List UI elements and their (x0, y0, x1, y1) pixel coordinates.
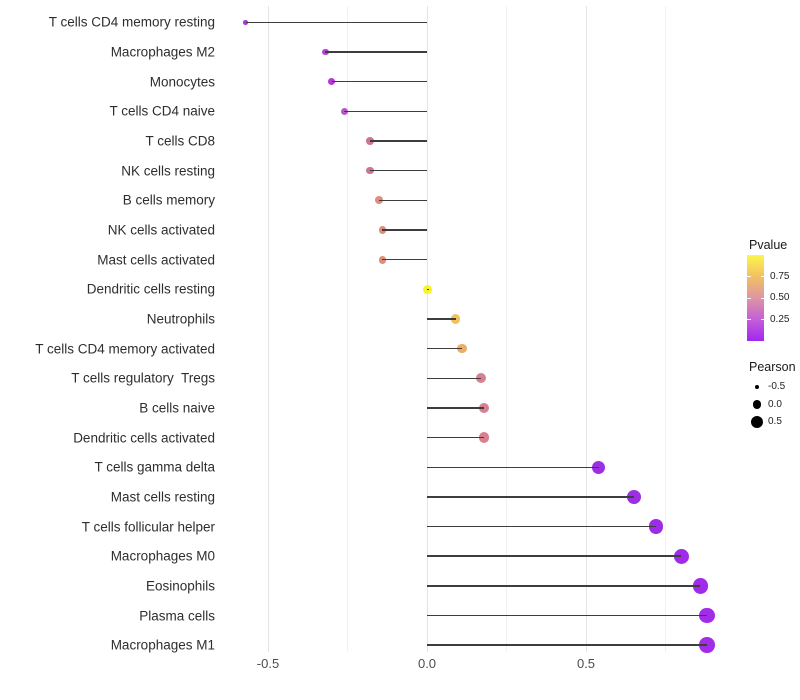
lollipop-stem (427, 614, 707, 617)
row-label: T cells CD4 naive (109, 103, 215, 119)
pearson-size-dot (750, 415, 764, 429)
major-gridline (585, 6, 587, 652)
colorbar-tick (760, 319, 764, 320)
lollipop-dot (648, 519, 664, 534)
row-label: B cells memory (122, 192, 215, 208)
row-label: T cells regulatory Tregs (71, 370, 215, 386)
lollipop-dot (378, 225, 387, 234)
lollipop-stem (427, 288, 429, 290)
colorbar-tick (747, 319, 751, 320)
lollipop-dot (698, 637, 715, 653)
row-label: T cells CD4 memory resting (48, 14, 215, 30)
row-label: Plasma cells (139, 607, 215, 623)
lollipop-stem (382, 258, 427, 261)
colorbar-tick (760, 276, 764, 277)
pearson-size-label: 0.0 (768, 398, 782, 410)
major-gridline (267, 6, 269, 652)
row-label: T cells CD8 (145, 133, 215, 149)
lollipop-dot (340, 107, 348, 115)
row-label: Macrophages M0 (110, 548, 215, 564)
minor-gridline (347, 6, 348, 652)
pearson-size-dot (752, 400, 762, 409)
lollipop-stem (427, 525, 656, 528)
lollipop-stem (369, 169, 427, 172)
lollipop-dot (243, 19, 249, 25)
lollipop-stem (382, 229, 427, 231)
row-label: NK cells resting (121, 162, 215, 178)
x-axis-tick-label: 0.0 (417, 656, 437, 671)
x-axis-tick-label: -0.5 (256, 656, 280, 671)
minor-gridline (506, 6, 507, 652)
row-label: Macrophages M1 (110, 637, 215, 653)
row-label: Mast cells activated (97, 251, 215, 267)
lollipop-stem (427, 377, 482, 379)
row-label: Mast cells resting (110, 489, 215, 505)
major-gridline (426, 6, 428, 652)
row-label: Monocytes (149, 73, 215, 89)
row-label: Macrophages M2 (110, 44, 215, 60)
lollipop-stem (427, 585, 701, 587)
pvalue-colorbar (747, 255, 764, 341)
colorbar-tick (747, 276, 751, 277)
lollipop-stem (331, 80, 427, 83)
row-label: Eosinophils (145, 578, 215, 594)
lollipop-dot (475, 373, 487, 384)
lollipop-dot (692, 578, 709, 594)
lollipop-stem (369, 140, 427, 142)
x-axis-tick-label: 0.5 (576, 656, 596, 671)
lollipop-dot (698, 607, 715, 624)
lollipop-dot (626, 489, 641, 504)
lollipop-stem (427, 555, 682, 557)
pearson-size-label: -0.5 (768, 381, 786, 392)
lollipop-stem (344, 110, 427, 112)
row-label: B cells naive (139, 400, 215, 416)
lollipop-dot (378, 255, 387, 264)
row-label: NK cells activated (107, 222, 215, 238)
row-label: Dendritic cells activated (73, 429, 215, 445)
colorbar-tick-label: 0.25 (770, 313, 790, 325)
lollipop-stem (427, 436, 485, 439)
pearson-legend-title: Pearson (749, 360, 796, 374)
lollipop-stem (245, 21, 427, 23)
lollipop-dot (375, 196, 384, 205)
colorbar-tick-label: 0.75 (770, 270, 790, 282)
pearson-size-label: 0.5 (768, 416, 782, 427)
colorbar-tick (747, 297, 751, 299)
row-label: T cells CD4 memory activated (35, 340, 215, 356)
lollipop-stem (379, 199, 427, 201)
lollipop-stem (427, 466, 599, 468)
lollipop-dot (673, 548, 689, 564)
row-label: T cells gamma delta (94, 459, 215, 475)
lollipop-stem (427, 318, 456, 320)
pearson-size-dot (754, 384, 760, 390)
colorbar-tick-label: 0.50 (770, 292, 790, 303)
lollipop-stem (325, 51, 427, 53)
row-label: Dendritic cells resting (86, 281, 215, 297)
pvalue-legend-title: Pvalue (749, 238, 788, 252)
lollipop-stem (427, 644, 707, 646)
row-label: T cells follicular helper (81, 518, 215, 534)
lollipop-stem (427, 407, 485, 409)
lollipop-stem (427, 496, 634, 498)
colorbar-tick (760, 297, 764, 299)
row-label: Neutrophils (146, 311, 215, 327)
minor-gridline (665, 6, 666, 652)
lollipop-stem (427, 347, 462, 350)
